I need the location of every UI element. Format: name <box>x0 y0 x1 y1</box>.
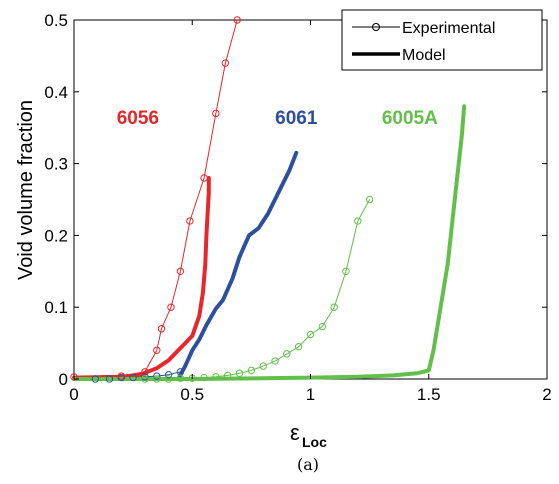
data-point-6005a-experimental <box>283 350 291 358</box>
data-point-6061-experimental <box>105 375 114 383</box>
data-point-6056-experimental <box>186 217 194 225</box>
data-point-6005a-experimental <box>153 375 161 383</box>
data-point-6056-experimental <box>157 325 166 333</box>
data-point-6061-experimental <box>153 372 161 380</box>
y-axis-label: Void volume fraction <box>15 100 37 280</box>
data-point-6005a-experimental <box>294 342 303 351</box>
legend-experimental-label: Experimental <box>402 20 495 37</box>
data-point-6056-experimental <box>167 303 175 311</box>
x-axis-ticks: 0 0.5 1 1.5 2 <box>69 20 552 404</box>
data-point-6005a-experimental <box>200 373 208 382</box>
series-layer <box>72 19 467 381</box>
x-tick-label: 0 <box>69 385 78 404</box>
x-tick-label: 2 <box>542 385 551 404</box>
series-label-layer: 6056 6061 6005A <box>117 108 438 129</box>
data-point-6056-experimental <box>176 267 185 275</box>
data-point-6061-experimental <box>164 370 173 379</box>
series-line-6061-model <box>176 150 299 381</box>
data-point-6061-experimental <box>141 373 149 381</box>
data-point-6005a-experimental <box>306 330 315 339</box>
series-label-6005a: 6005A <box>382 108 438 129</box>
figure-caption: (a) <box>297 455 319 474</box>
x-axis-label: ε Loc <box>290 420 327 450</box>
legend-experimental-marker <box>372 23 380 31</box>
y-tick-label: 0 <box>59 370 68 389</box>
data-point-6056-experimental <box>221 59 230 67</box>
data-point-6005a-experimental <box>318 322 327 331</box>
marker-layer <box>70 16 374 383</box>
data-point-6005a-experimental <box>330 303 338 311</box>
x-axis-label-symbol: ε <box>290 420 300 445</box>
data-point-6005a-experimental <box>141 375 149 383</box>
x-tick-label: 0.5 <box>180 385 204 404</box>
x-tick-label: 1.5 <box>417 385 441 404</box>
data-point-6056-experimental <box>70 373 78 381</box>
legend-model-label: Model <box>402 47 446 64</box>
data-point-6005a-experimental <box>176 374 185 382</box>
data-point-6005a-experimental <box>259 362 267 370</box>
series-line-6005a-model <box>72 104 467 381</box>
y-tick-label: 0.4 <box>44 83 68 102</box>
data-point-6005a-experimental <box>365 195 374 204</box>
x-axis-label-subscript: Loc <box>302 434 327 450</box>
data-point-6056-experimental <box>153 346 161 354</box>
data-point-6005a-experimental <box>247 366 256 375</box>
data-point-6005a-experimental <box>235 369 244 377</box>
data-point-6061-experimental <box>129 373 137 382</box>
data-point-6005a-experimental <box>164 375 173 383</box>
data-point-6061-experimental <box>91 375 99 383</box>
series-label-6061: 6061 <box>275 108 318 129</box>
legend-box <box>341 9 543 71</box>
legend: Experimental Model <box>341 9 543 71</box>
y-tick-label: 0.2 <box>44 226 68 245</box>
y-tick-label: 0.1 <box>44 298 68 317</box>
data-point-6056-experimental <box>141 368 149 376</box>
y-tick-label: 0.3 <box>44 155 68 174</box>
data-point-6056-experimental <box>200 174 208 182</box>
plot-frame <box>73 19 548 380</box>
y-tick-label: 0.5 <box>44 11 68 30</box>
data-point-6061-experimental <box>117 373 126 382</box>
data-point-6005a-experimental <box>212 373 220 381</box>
y-axis-ticks: 0 0.1 0.2 0.3 0.4 0.5 <box>44 11 547 389</box>
data-point-6005a-experimental <box>224 371 232 380</box>
data-point-6056-experimental <box>233 16 241 24</box>
data-point-6005a-experimental <box>271 357 279 365</box>
data-point-6005a-experimental <box>342 267 350 275</box>
data-point-6056-experimental <box>212 109 220 118</box>
series-line-6056-model <box>72 176 211 380</box>
plot-area: 0 0.5 1 1.5 2 0 0.1 0.2 0.3 0.4 0.5 <box>44 11 551 404</box>
data-point-6005a-experimental <box>354 217 362 225</box>
series-label-6056: 6056 <box>117 108 159 129</box>
x-tick-label: 1 <box>306 385 315 404</box>
